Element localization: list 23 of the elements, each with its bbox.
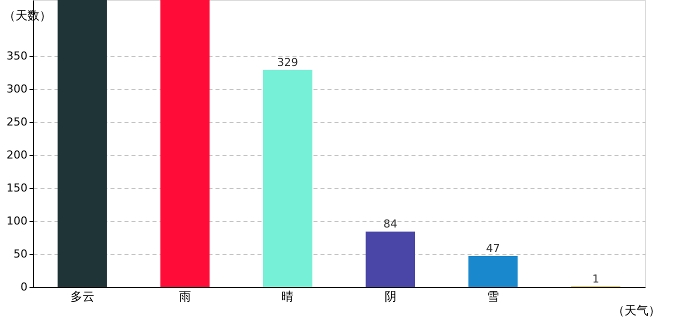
bar bbox=[58, 0, 107, 287]
y-tick-label: 0 bbox=[20, 280, 28, 294]
data-label: 47 bbox=[486, 242, 500, 255]
data-label: 84 bbox=[383, 218, 398, 231]
x-tick-label: 雨 bbox=[178, 290, 191, 304]
bar bbox=[263, 70, 312, 287]
y-tick-label: 300 bbox=[6, 82, 28, 96]
y-tick-label: 200 bbox=[6, 148, 28, 162]
y-tick-label: 50 bbox=[14, 248, 28, 261]
x-tick-label: 晴 bbox=[282, 290, 294, 304]
x-tick-label: 雪 bbox=[487, 290, 500, 304]
y-tick-label: 250 bbox=[6, 116, 28, 129]
bar bbox=[468, 256, 518, 287]
y-tick-label: 350 bbox=[6, 50, 28, 63]
y-tick-label: 150 bbox=[6, 182, 28, 195]
y-tick-label: 100 bbox=[6, 214, 28, 228]
bar bbox=[160, 0, 210, 287]
bar bbox=[366, 232, 415, 287]
x-tick-label: 多云 bbox=[70, 290, 94, 304]
x-tick-label: 阴 bbox=[384, 290, 396, 304]
data-label: 329 bbox=[277, 56, 298, 69]
x-axis-title: （天气） bbox=[612, 304, 660, 318]
data-label: 1 bbox=[592, 272, 600, 286]
